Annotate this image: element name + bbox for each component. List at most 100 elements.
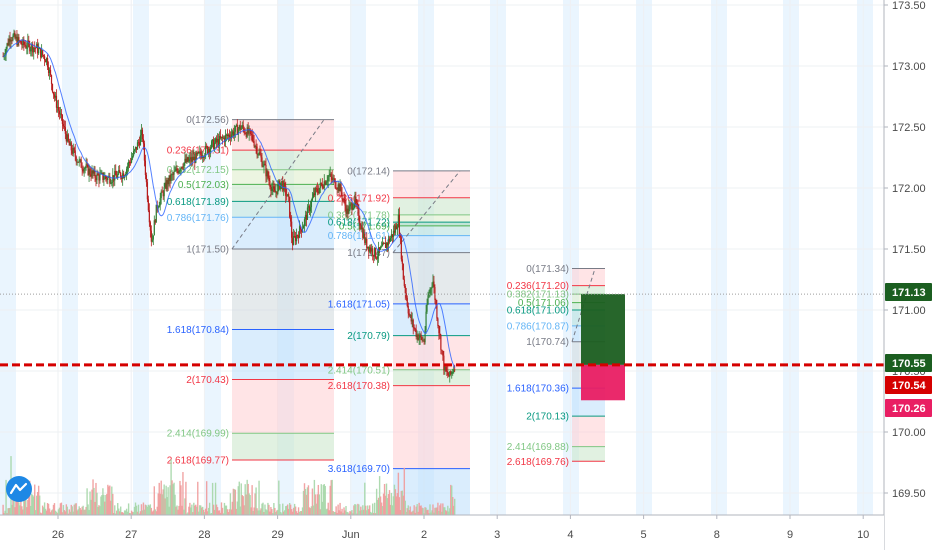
volume-bar [12, 488, 14, 515]
volume-bar [338, 510, 340, 515]
candle-body [107, 177, 109, 180]
volume-bar [101, 495, 103, 515]
candle-body [437, 318, 439, 326]
candle-body [55, 95, 58, 108]
volume-bar [35, 495, 38, 515]
volume-bar [115, 513, 117, 515]
candle-body [135, 146, 138, 150]
candle-body [180, 167, 182, 171]
position-target-zone[interactable] [581, 294, 625, 365]
volume-bar [196, 506, 198, 515]
position-stop-zone[interactable] [581, 364, 625, 401]
volume-bar [41, 505, 44, 515]
volume-bar [303, 483, 306, 515]
volume-bar [304, 488, 307, 515]
candle-body [384, 242, 387, 249]
candle-body [452, 372, 454, 373]
volume-bar [358, 504, 360, 515]
volume-bar [206, 511, 209, 515]
candle-body [250, 130, 252, 135]
candle-body [194, 156, 196, 163]
volume-bar [136, 511, 139, 515]
volume-bar [198, 511, 200, 515]
volume-bar [323, 484, 325, 515]
candle-body [158, 205, 160, 208]
volume-bar [269, 511, 271, 515]
candle-body [213, 142, 216, 149]
fib-level-label: 0.382(171.13) [507, 290, 569, 301]
candle-body [375, 248, 377, 258]
candle-body [199, 151, 201, 153]
fib-level-label: 2.618(169.76) [507, 457, 569, 468]
candle-body [110, 183, 112, 184]
candle-body [362, 227, 364, 238]
volume-bar [25, 498, 27, 515]
candle-body [17, 37, 19, 46]
fib-level-label: 1(170.74) [526, 337, 569, 348]
time-tick-label: 26 [52, 529, 64, 541]
volume-bar [145, 505, 148, 515]
volume-bar [67, 513, 70, 515]
volume-bar [306, 487, 309, 515]
volume-bar [81, 506, 83, 515]
volume-bar [364, 482, 366, 515]
volume-bar [60, 502, 63, 515]
candle-body [44, 60, 47, 63]
candle-body [120, 172, 122, 178]
volume-bar [353, 505, 355, 515]
candle-body [133, 149, 136, 151]
moving-average [3, 39, 456, 368]
candle-body [145, 175, 147, 183]
candle-body [246, 127, 248, 137]
candle-body [30, 49, 32, 52]
volume-bar [381, 506, 384, 515]
volume-bar [410, 512, 412, 515]
candle-body [134, 146, 137, 150]
volume-bar [24, 486, 26, 515]
volume-bar [325, 509, 327, 515]
candle-body [20, 41, 22, 45]
candle-body [380, 246, 383, 248]
candle-body [69, 142, 71, 146]
volume-bar [354, 504, 356, 515]
fib-level-label: 0.618(171.72) [328, 218, 390, 229]
volume-bar [21, 506, 23, 515]
volume-bar [435, 507, 437, 515]
volume-bar [36, 491, 39, 515]
candle-body [449, 371, 451, 377]
volume-bar [292, 507, 295, 515]
candle-body [376, 257, 378, 259]
volume-bar [131, 511, 134, 515]
candle-body [406, 297, 408, 307]
volume-bar [121, 512, 124, 515]
volume-bar [284, 510, 286, 515]
volume-bar [95, 482, 97, 515]
candle-body [99, 173, 101, 181]
volume-bar [384, 495, 387, 515]
fib-level-label: 1.618(170.84) [167, 325, 229, 336]
volume-bar [180, 485, 182, 515]
volume-bar [388, 490, 391, 515]
candle-body [207, 146, 209, 153]
candle-body [150, 230, 152, 242]
volume-bar [119, 506, 122, 515]
candle-body [31, 44, 33, 50]
candle-body [44, 56, 46, 61]
volume-bar [157, 493, 159, 515]
candle-body [299, 226, 302, 230]
candle-body [14, 32, 16, 39]
volume-bar [444, 507, 446, 515]
price-badge-label: 170.54 [892, 380, 927, 392]
candle-body [78, 159, 80, 163]
volume-bar [45, 510, 48, 515]
fib-zone [232, 249, 334, 330]
fib-zone [232, 217, 334, 249]
candle-body [8, 38, 10, 46]
volume-bar [409, 506, 411, 515]
candle-body [289, 196, 291, 218]
candle-body [244, 132, 246, 134]
candle-body [247, 127, 249, 134]
candle-body [314, 188, 316, 196]
